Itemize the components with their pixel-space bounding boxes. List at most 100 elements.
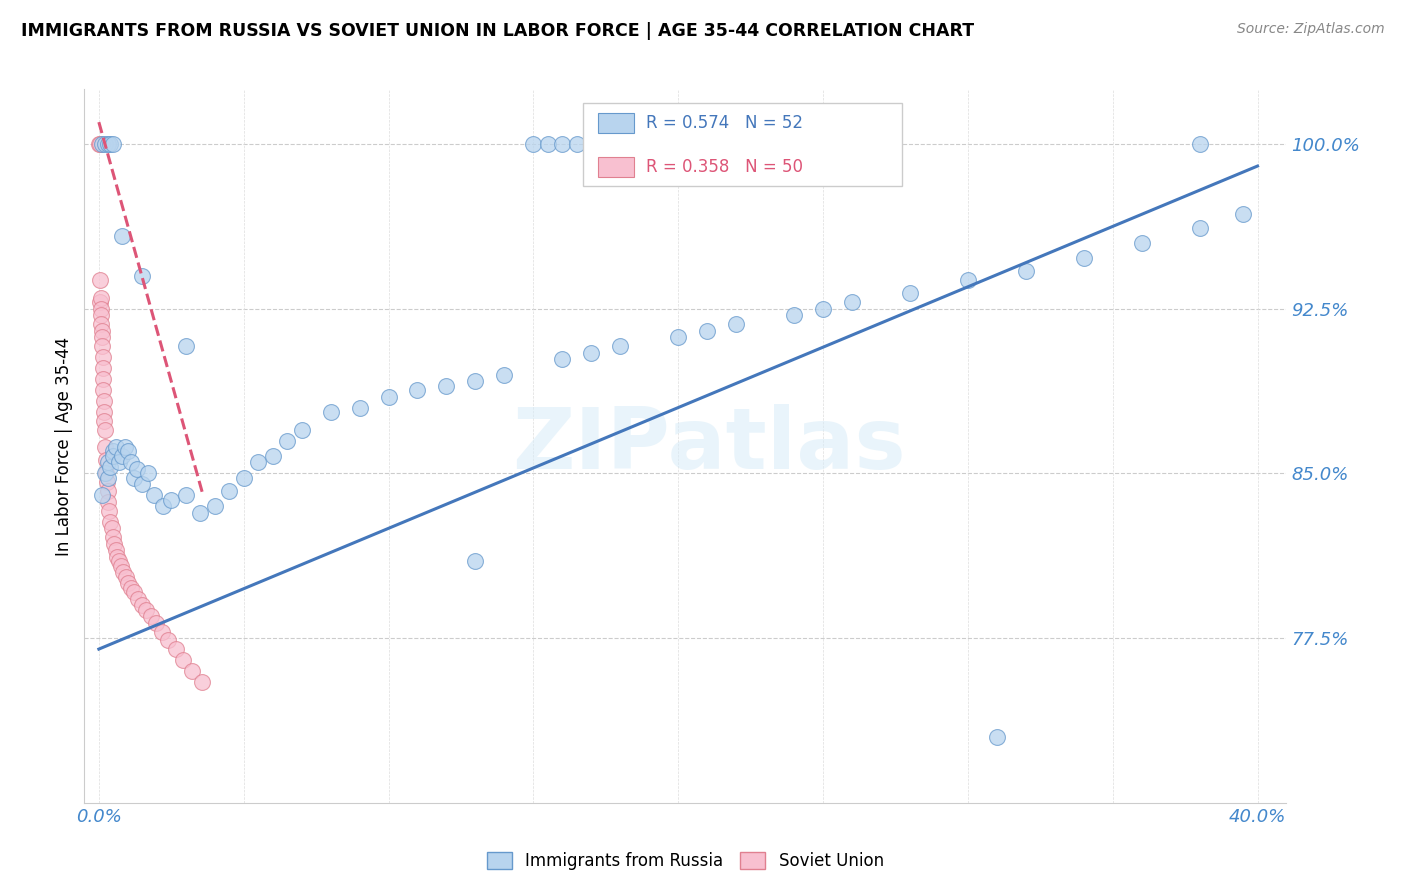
Point xyxy=(696,324,718,338)
Point xyxy=(96,483,118,498)
Legend: Immigrants from Russia, Soviet Union: Immigrants from Russia, Soviet Union xyxy=(481,845,890,877)
Point xyxy=(247,455,270,469)
Point xyxy=(581,137,603,152)
Y-axis label: In Labor Force | Age 35-44: In Labor Force | Age 35-44 xyxy=(55,336,73,556)
Point xyxy=(89,137,111,152)
Point xyxy=(464,374,486,388)
Text: R = 0.358   N = 50: R = 0.358 N = 50 xyxy=(645,158,803,176)
Point xyxy=(565,137,588,152)
Text: IMMIGRANTS FROM RUSSIA VS SOVIET UNION IN LABOR FORCE | AGE 35-44 CORRELATION CH: IMMIGRANTS FROM RUSSIA VS SOVIET UNION I… xyxy=(21,22,974,40)
Point xyxy=(93,137,115,152)
Point xyxy=(93,405,115,419)
Point xyxy=(105,440,128,454)
Point xyxy=(609,339,631,353)
Point xyxy=(93,383,115,397)
Point xyxy=(581,345,603,359)
Point xyxy=(91,330,114,344)
Point xyxy=(97,495,120,509)
Point xyxy=(537,137,560,152)
Point xyxy=(90,291,112,305)
Point xyxy=(551,137,574,152)
Point xyxy=(181,664,204,678)
Point xyxy=(98,504,121,518)
Point xyxy=(188,506,211,520)
Point xyxy=(841,295,863,310)
Point xyxy=(218,483,240,498)
Point xyxy=(112,566,135,580)
Point xyxy=(91,361,114,376)
Point xyxy=(464,554,486,568)
Point xyxy=(100,137,122,152)
Point xyxy=(120,581,142,595)
Point xyxy=(152,500,174,514)
Point xyxy=(1073,252,1095,266)
Point xyxy=(436,378,458,392)
Point xyxy=(124,585,146,599)
Point xyxy=(117,576,139,591)
Text: R = 0.574   N = 52: R = 0.574 N = 52 xyxy=(645,114,803,132)
Point xyxy=(551,352,574,367)
Point xyxy=(111,449,134,463)
Point xyxy=(110,558,132,573)
Text: ZIPatlas: ZIPatlas xyxy=(513,404,907,488)
Point xyxy=(666,137,689,152)
Point xyxy=(122,471,145,485)
FancyBboxPatch shape xyxy=(598,113,634,134)
Point xyxy=(232,471,254,485)
Point xyxy=(142,488,165,502)
Point xyxy=(94,440,117,454)
Point xyxy=(139,609,162,624)
Point xyxy=(96,471,118,485)
Point xyxy=(204,500,226,514)
Point xyxy=(96,455,118,469)
Point xyxy=(522,137,544,152)
Point xyxy=(100,459,122,474)
Point xyxy=(494,368,516,382)
Point xyxy=(1188,137,1211,152)
Point xyxy=(131,598,153,612)
Point xyxy=(96,475,118,490)
Point xyxy=(101,530,124,544)
Point xyxy=(96,137,118,152)
Point xyxy=(90,137,112,152)
Point xyxy=(91,372,114,386)
Point xyxy=(666,330,689,344)
Point xyxy=(898,286,921,301)
Point xyxy=(956,273,979,287)
Point xyxy=(89,137,111,152)
Point xyxy=(114,569,136,583)
Point xyxy=(100,515,122,529)
Point xyxy=(1130,235,1153,250)
Point xyxy=(90,301,112,316)
Text: Source: ZipAtlas.com: Source: ZipAtlas.com xyxy=(1237,22,1385,37)
Point xyxy=(111,229,134,244)
Point xyxy=(811,301,834,316)
Point xyxy=(174,339,197,353)
Point xyxy=(103,444,125,458)
Point xyxy=(406,383,429,397)
Point xyxy=(100,521,122,535)
Point xyxy=(131,477,153,491)
Point xyxy=(1015,264,1038,278)
Point xyxy=(1188,220,1211,235)
Point xyxy=(262,449,284,463)
Point xyxy=(125,462,148,476)
Point xyxy=(291,423,314,437)
Point xyxy=(986,730,1008,744)
Point xyxy=(93,394,115,409)
Point xyxy=(90,309,112,323)
Point xyxy=(165,642,187,657)
Point xyxy=(103,137,125,152)
Point xyxy=(1232,207,1254,221)
Point xyxy=(725,317,748,331)
Point xyxy=(120,455,142,469)
Point xyxy=(108,455,131,469)
Point xyxy=(90,317,112,331)
Point xyxy=(190,675,212,690)
Point xyxy=(136,467,159,481)
Point xyxy=(319,405,342,419)
Point xyxy=(157,633,180,648)
Point xyxy=(96,467,118,481)
Point xyxy=(103,449,125,463)
Point xyxy=(90,324,112,338)
